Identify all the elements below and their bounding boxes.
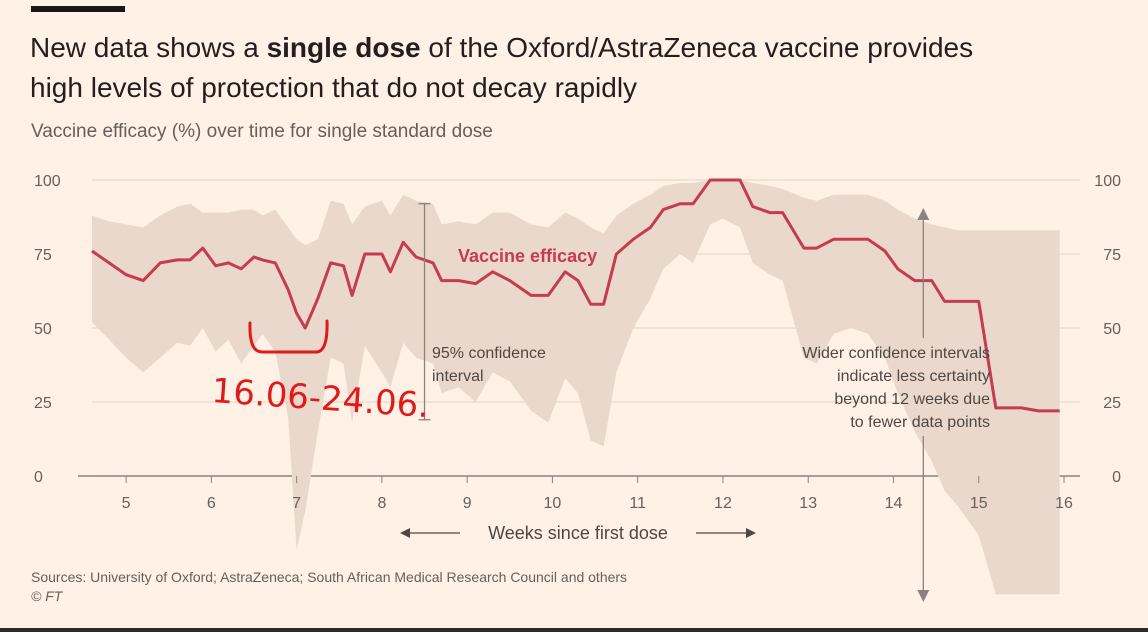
wider-ci-annotation-line-4: to fewer data points: [850, 414, 990, 431]
handwritten-bracket: [248, 319, 329, 354]
x-tick-16: 16: [1055, 495, 1073, 512]
bottom-strip: [0, 628, 1148, 632]
y-tick-right-50: 50: [1103, 321, 1121, 338]
wider-ci-annotation-line-3: beyond 12 weeks due: [834, 391, 990, 408]
ci-annotation-line-1: 95% confidence: [432, 345, 546, 362]
confidence-band: [92, 180, 1060, 595]
arrow-down-icon: [917, 590, 930, 602]
x-tick-10: 10: [544, 495, 562, 512]
x-tick-14: 14: [885, 495, 903, 512]
x-tick-15: 15: [970, 495, 988, 512]
x-tick-11: 11: [629, 495, 646, 512]
x-tick-6: 6: [207, 495, 216, 512]
series-label: Vaccine efficacy: [458, 246, 597, 266]
arrow-right-icon: [746, 528, 756, 538]
copyright-text: © FT: [31, 588, 63, 604]
y-tick-left-25: 25: [34, 395, 52, 412]
axes: 0 0 25 25 50 50 75 75 100 100 5 6 7 8 9 10 11 12 13 14 15 16: [34, 173, 1121, 512]
y-tick-right-0: 0: [1112, 469, 1121, 486]
x-tick-8: 8: [377, 495, 386, 512]
y-tick-left-75: 75: [34, 247, 52, 264]
wider-ci-annotation-line-2: indicate less certainty: [837, 368, 990, 385]
efficacy-line: [91, 178, 1060, 413]
y-tick-left-50: 50: [34, 321, 52, 338]
chart-subtitle: Vaccine efficacy (%) over time for singl…: [31, 121, 493, 142]
wider-ci-annotation-line-1: Wider confidence intervals: [802, 345, 990, 362]
annotations: Vaccine efficacy 95% confidence interval…: [400, 203, 990, 602]
x-tick-12: 12: [714, 495, 732, 512]
chart-title: New data shows a single dose of the Oxfo…: [30, 32, 974, 103]
arrow-left-icon: [400, 528, 410, 538]
y-tick-left-0: 0: [34, 469, 43, 486]
x-tick-7: 7: [292, 495, 301, 512]
y-tick-right-25: 25: [1103, 395, 1121, 412]
x-axis-label: Weeks since first dose: [488, 523, 668, 543]
y-tick-right-100: 100: [1094, 173, 1121, 190]
chart-footer: Sources: University of Oxford; AstraZene…: [31, 568, 627, 606]
arrow-up-icon: [917, 208, 930, 220]
brand-bar: [31, 6, 125, 12]
y-tick-right-75: 75: [1103, 247, 1121, 264]
ci-annotation-line-2: interval: [432, 368, 484, 385]
sources-text: Sources: University of Oxford; AstraZene…: [31, 569, 628, 585]
handwritten-date-range: 16.06-24.06.: [210, 371, 430, 426]
x-tick-13: 13: [799, 495, 817, 512]
x-tick-5: 5: [122, 495, 131, 512]
y-tick-left-100: 100: [34, 173, 61, 190]
x-tick-9: 9: [463, 495, 472, 512]
